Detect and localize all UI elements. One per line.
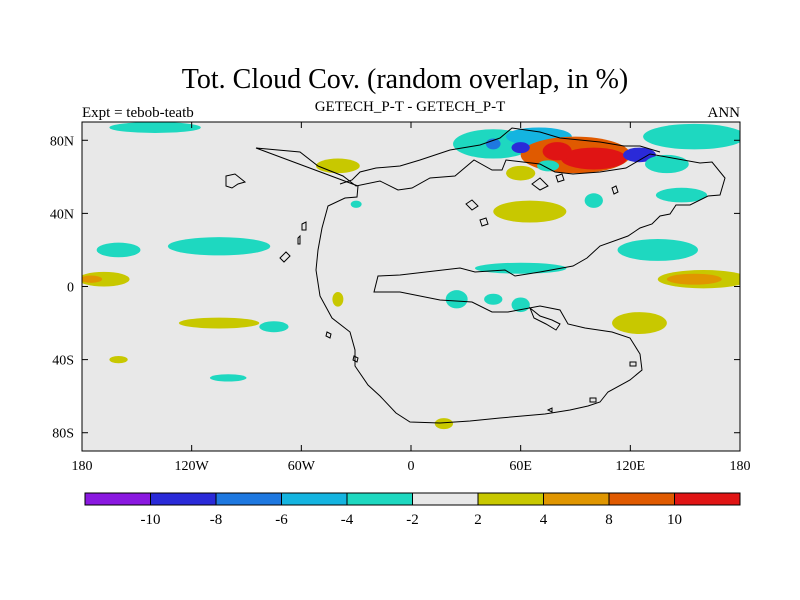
anomaly-region-5 xyxy=(542,142,572,161)
x-tick-label: 60E xyxy=(509,459,532,474)
colorbar-box-7 xyxy=(543,492,610,506)
anomaly-region-33 xyxy=(332,291,344,307)
anomaly-region-7 xyxy=(511,142,530,154)
anomaly-region-29 xyxy=(484,293,503,305)
colorbar-box-0 xyxy=(84,492,151,506)
anomaly-region-35 xyxy=(109,122,201,133)
anomaly-region-22 xyxy=(96,242,141,258)
plot-area xyxy=(81,121,741,452)
colorbar-label: 4 xyxy=(540,512,548,528)
colorbar-box-9 xyxy=(674,492,741,506)
right-label: ANN xyxy=(708,105,741,121)
colorbar-box-8 xyxy=(608,492,675,506)
anomaly-region-24 xyxy=(259,321,289,333)
colorbar-label: 10 xyxy=(667,512,682,528)
colorbar-label: -2 xyxy=(406,512,419,528)
x-tick-label: 60W xyxy=(288,459,316,474)
anomaly-region-12 xyxy=(493,200,567,223)
coastline-island-i xyxy=(555,173,565,183)
anomaly-region-11 xyxy=(537,160,560,172)
coastlines xyxy=(225,127,726,424)
x-tick-label: 0 xyxy=(408,459,415,474)
colorbar-box-2 xyxy=(215,492,282,506)
colorbar-label: -8 xyxy=(210,512,223,528)
anomaly-region-21 xyxy=(167,237,271,256)
anomaly-region-9 xyxy=(644,154,689,174)
coastline-island-k xyxy=(629,361,637,367)
coastline-inner-gulf xyxy=(528,306,561,331)
colorbar-label: 2 xyxy=(474,512,482,528)
coastline-island-g xyxy=(479,217,489,227)
anomaly-region-34 xyxy=(434,418,454,430)
anomaly-region-0 xyxy=(643,123,740,150)
y-tick-label: 40N xyxy=(50,207,74,222)
colorbar-label: -10 xyxy=(141,512,161,528)
colorbar: -10 -8 -6 -4 -2 2 4 8 10 xyxy=(84,492,741,528)
y-tick-label: 80N xyxy=(50,134,74,149)
coastline-island-e xyxy=(352,355,359,363)
anomaly-region-25 xyxy=(315,158,360,174)
anomaly-region-32 xyxy=(109,355,128,364)
colorbar-label: 8 xyxy=(605,512,613,528)
anomaly-region-10 xyxy=(506,165,536,181)
anomaly-region-15 xyxy=(617,238,698,261)
coastline-island-d xyxy=(325,331,332,339)
anomaly-region-30 xyxy=(612,312,667,335)
x-tick-label: 180 xyxy=(730,459,751,474)
anomaly-region-23 xyxy=(178,317,260,329)
colorbar-box-1 xyxy=(150,492,217,506)
center-label: GETECH_P-T - GETECH_P-T xyxy=(315,99,506,115)
colorbar-box-3 xyxy=(281,492,348,506)
coastline-west-islands xyxy=(225,173,247,189)
y-tick-label: 40S xyxy=(52,354,74,369)
anomaly-region-19 xyxy=(82,271,130,287)
coastline-arctic-north xyxy=(339,127,661,185)
anomaly-region-14 xyxy=(655,187,708,203)
coastline-main-continent xyxy=(255,147,726,424)
anomaly-region-13 xyxy=(584,193,603,208)
coastline-island-a xyxy=(279,251,291,263)
left-label: Expt = tebob-teatb xyxy=(82,105,194,121)
colorbar-label: -6 xyxy=(275,512,288,528)
colorbar-box-6 xyxy=(477,492,544,506)
coastline-island-f xyxy=(465,199,479,211)
coastline-island-c xyxy=(297,234,301,245)
anomaly-region-20 xyxy=(82,275,103,283)
anomaly-region-4 xyxy=(560,147,627,170)
colorbar-label: -4 xyxy=(341,512,354,528)
coastline-island-h xyxy=(531,177,549,191)
anomaly-region-16 xyxy=(474,262,567,274)
coastline-island-b xyxy=(301,221,307,231)
colorbar-box-5 xyxy=(412,492,479,506)
coastline-island-j xyxy=(611,185,619,195)
anomaly-region-26 xyxy=(350,200,362,208)
x-tick-label: 180 xyxy=(72,459,93,474)
x-tick-label: 120W xyxy=(175,459,210,474)
colorbar-box-4 xyxy=(346,492,413,506)
x-tick-label: 120E xyxy=(616,459,646,474)
y-tick-label: 80S xyxy=(52,427,74,442)
chart-title: Tot. Cloud Cov. (random overlap, in %) xyxy=(182,64,628,95)
anomaly-region-18 xyxy=(666,273,722,285)
anomaly-region-8 xyxy=(623,147,656,163)
coastline-island-m xyxy=(589,397,597,403)
anomaly-region-31 xyxy=(209,374,247,382)
coastline-island-l xyxy=(546,407,553,413)
axes: 180 120W 60W 0 60E 120E 180 80N 40N 0 40S 80S xyxy=(50,122,751,474)
map-background xyxy=(82,122,740,451)
anomaly-region-27 xyxy=(445,290,468,309)
y-tick-label: 0 xyxy=(67,281,74,296)
